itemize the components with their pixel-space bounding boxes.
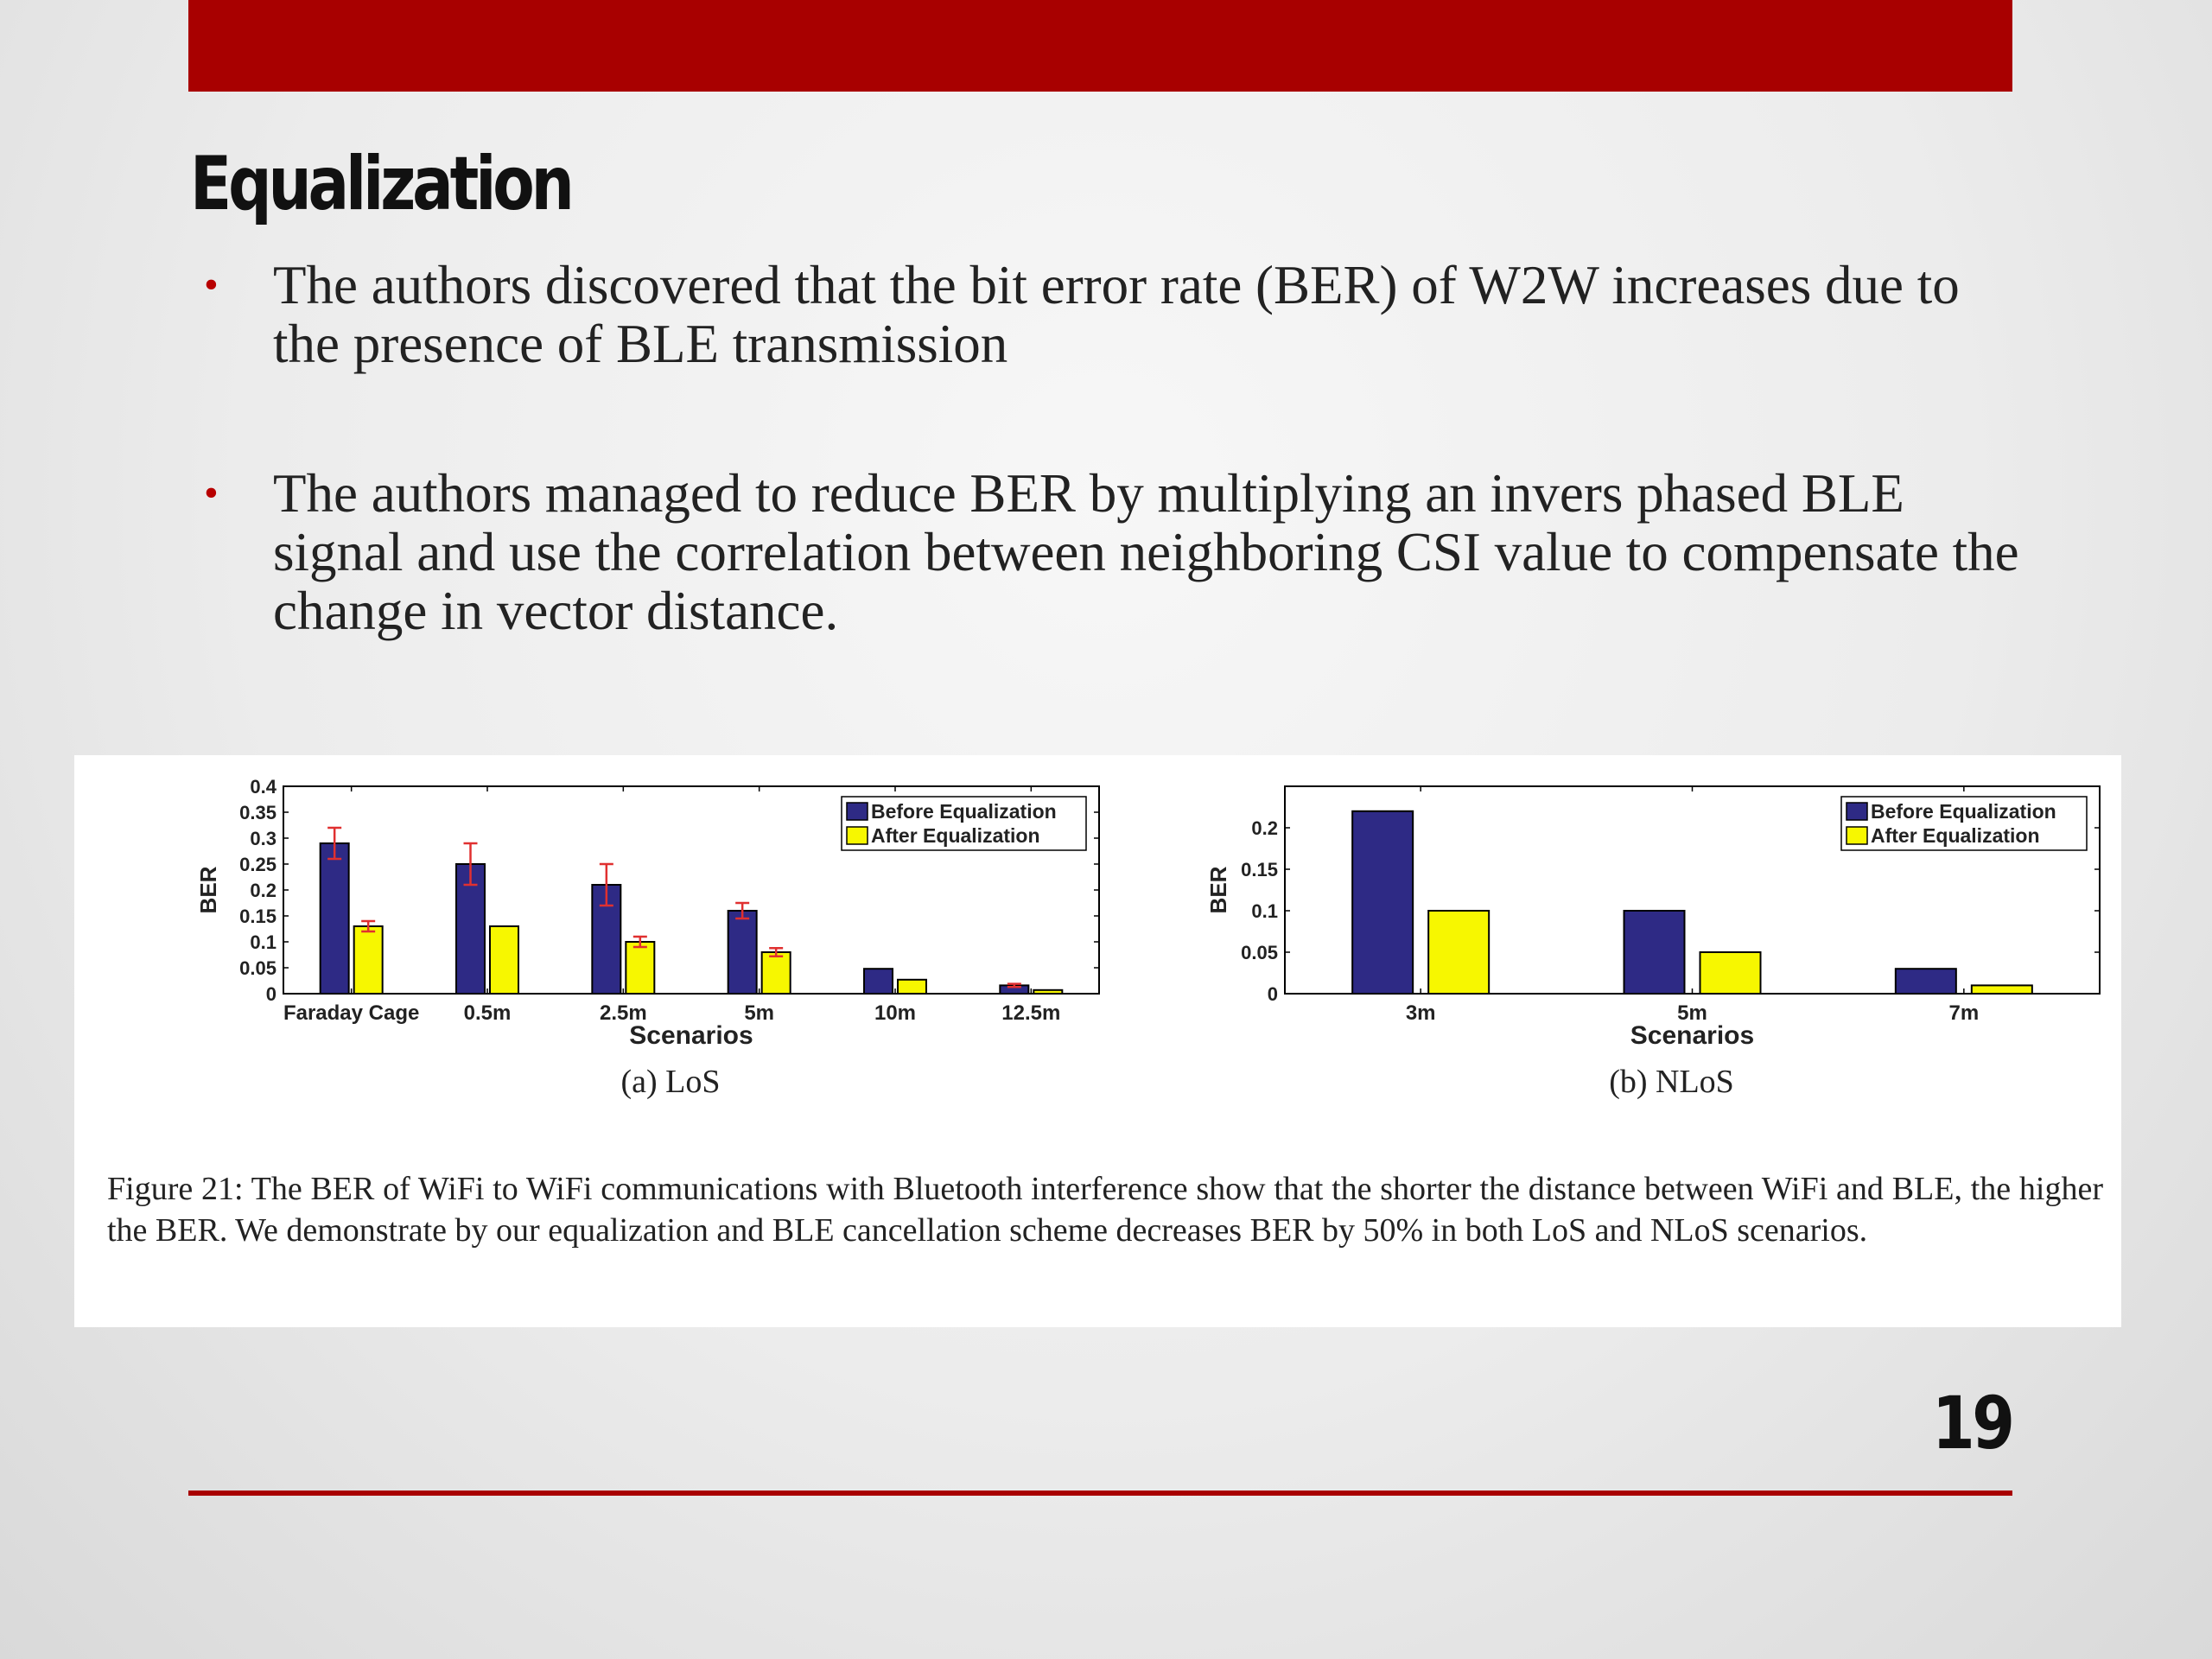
bar-before xyxy=(1894,968,1957,995)
legend-box xyxy=(841,796,1087,851)
bullet-item: • The authors discovered that the bit er… xyxy=(204,256,2036,373)
legend-label: Before Equalization xyxy=(871,800,1057,823)
x-tick-label: 3m xyxy=(1406,1001,1436,1025)
bullet-dot-icon: • xyxy=(204,262,219,308)
bar-before xyxy=(319,842,350,995)
figure-panel: 0 0.05 0.1 0.15 0.2 0.25 0.3 0.35 0.4 Faraday Cag… xyxy=(74,755,2121,1327)
bar-after xyxy=(353,925,384,995)
bullet-item: • The authors managed to reduce BER by m… xyxy=(204,464,2036,640)
y-tick-label: 0.3 xyxy=(250,828,276,849)
y-tick-label: 0 xyxy=(1268,983,1278,1005)
bullet-text: The authors discovered that the bit erro… xyxy=(273,255,1960,374)
y-tick-label: 0.4 xyxy=(250,776,276,798)
bullet-dot-icon: • xyxy=(204,470,219,516)
legend-label: After Equalization xyxy=(871,824,1040,847)
bullet-text: The authors managed to reduce BER by mul… xyxy=(273,463,2019,641)
x-tick-label: 0.5m xyxy=(464,1001,512,1025)
x-tick-label: 12.5m xyxy=(1001,1001,1060,1025)
y-tick-label: 0.05 xyxy=(239,957,276,979)
y-tick-label: 0 xyxy=(266,983,276,1005)
bar-after xyxy=(897,978,927,995)
x-tick-label: 7m xyxy=(1948,1001,1979,1025)
y-tick-label: 0.05 xyxy=(1241,942,1278,963)
y-axis-label: BER xyxy=(195,866,221,913)
legend-swatch xyxy=(846,826,868,845)
y-tick-label: 0.35 xyxy=(239,802,276,823)
x-axis-label: Scenarios xyxy=(1630,1021,1754,1050)
bar-after xyxy=(625,941,656,995)
legend-label: Before Equalization xyxy=(1871,800,2056,823)
y-tick-label: 0.15 xyxy=(1241,859,1278,880)
legend-label: After Equalization xyxy=(1871,824,2040,847)
y-tick-label: 0.1 xyxy=(250,931,276,953)
y-tick-label: 0.15 xyxy=(239,906,276,927)
y-tick-label: 0.25 xyxy=(239,854,276,875)
x-axis-label: Scenarios xyxy=(629,1021,753,1050)
bar-before xyxy=(1623,910,1686,995)
bar-after xyxy=(760,951,791,995)
y-axis-label: BER xyxy=(1205,866,1231,913)
legend-swatch xyxy=(1846,802,1868,821)
x-tick-label: 10m xyxy=(874,1001,916,1025)
chart-subtitle: (b) NLoS xyxy=(1609,1064,1734,1100)
bar-after xyxy=(489,925,519,995)
x-tick-label: 5m xyxy=(744,1001,774,1025)
bar-before xyxy=(1351,810,1414,995)
bar-after xyxy=(1699,951,1762,995)
top-accent-bar xyxy=(188,0,2012,92)
y-tick-label: 0.1 xyxy=(1251,900,1278,922)
bottom-rule xyxy=(188,1491,2012,1496)
x-tick-label: Faraday Cage xyxy=(283,1001,419,1025)
figure-caption: Figure 21: The BER of WiFi to WiFi commu… xyxy=(107,1171,2103,1249)
bar-before xyxy=(727,910,758,995)
y-tick-label: 0.2 xyxy=(250,880,276,901)
chart-subtitle: (a) LoS xyxy=(620,1064,720,1100)
bar-before xyxy=(863,968,893,995)
legend-swatch xyxy=(846,802,868,821)
bar-after xyxy=(1033,988,1064,995)
x-tick-label: 5m xyxy=(1677,1001,1707,1025)
y-tick-label: 0.2 xyxy=(1251,817,1278,839)
page-number: 19 xyxy=(1932,1381,2015,1465)
bar-after xyxy=(1427,910,1491,995)
bar-after xyxy=(1970,984,2033,995)
figure-charts: 0 0.05 0.1 0.15 0.2 0.25 0.3 0.35 0.4 Faraday Cag… xyxy=(195,776,2101,1100)
slide-title: Equalization xyxy=(190,141,575,227)
x-tick-label: 2.5m xyxy=(600,1001,647,1025)
legend-swatch xyxy=(1846,826,1868,845)
legend-box xyxy=(1840,796,2088,851)
